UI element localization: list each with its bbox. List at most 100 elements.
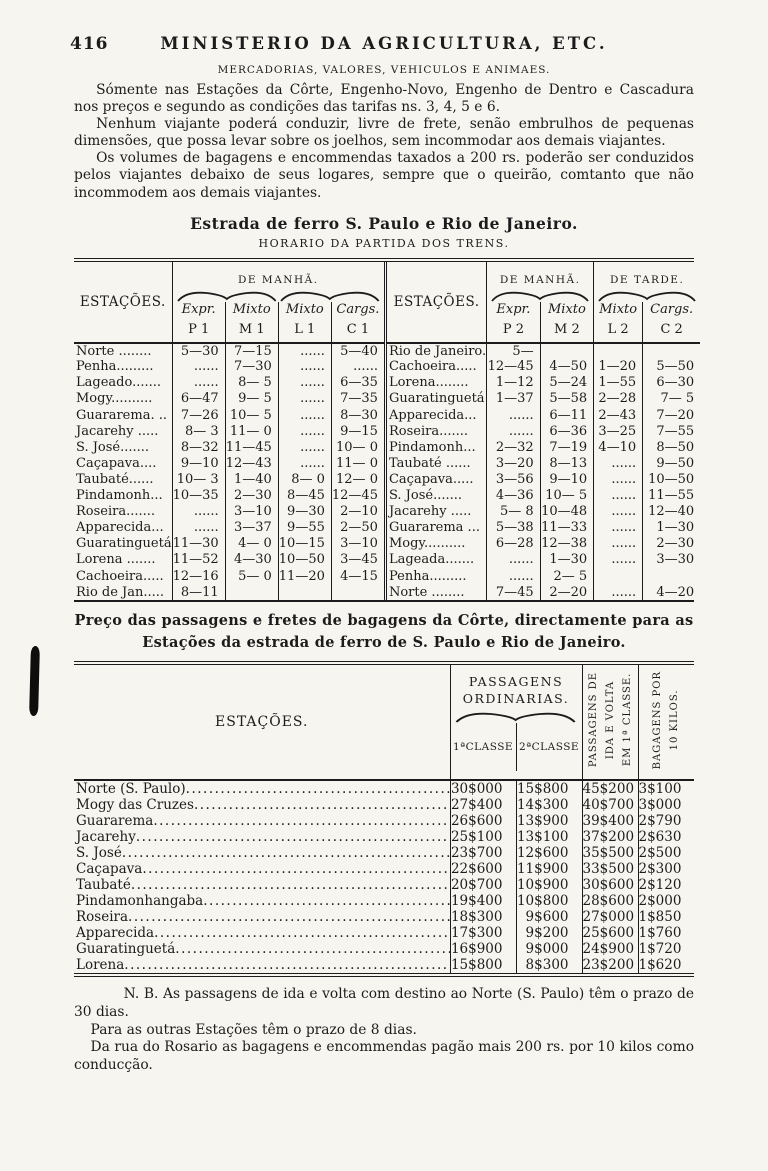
station-cell: Cachoeira..... bbox=[388, 359, 477, 375]
timetable-row: Apparecida... ...... 3—37 9—55 2—50 bbox=[74, 519, 384, 536]
time-cell bbox=[277, 584, 332, 601]
station-cell: Norte (S. Paulo) bbox=[74, 780, 450, 797]
station-cell: Roseira bbox=[74, 909, 450, 925]
time-cell: 5— bbox=[486, 342, 541, 359]
fare-row: Guararema 26$600 13$900 39$400 2$790 bbox=[74, 812, 694, 829]
time-cell: 3—30 bbox=[642, 551, 701, 568]
timetable-row: Lageada....... ...... 1—30 ...... 3—30 bbox=[385, 551, 701, 568]
time-cell: 4—36 bbox=[486, 487, 541, 504]
time-cell: 5— 0 bbox=[224, 567, 279, 585]
ink-blob-artifact bbox=[29, 645, 40, 717]
time-cell: 8— 0 bbox=[277, 471, 332, 488]
timetable-row: Roseira....... ...... 3—10 9—30 2—10 bbox=[74, 503, 384, 520]
dot-leader bbox=[203, 893, 449, 909]
round-trip-fare: 33$500 bbox=[581, 860, 638, 877]
time-cell: ...... bbox=[593, 519, 643, 536]
time-cell bbox=[642, 567, 701, 585]
time-cell: 4—20 bbox=[642, 584, 701, 601]
station-cell: Apparecida bbox=[74, 925, 450, 941]
first-class-header: 1ªCLASSE bbox=[452, 740, 514, 753]
second-class-fare: 9$000 bbox=[515, 940, 582, 957]
time-cell: 3—10 bbox=[330, 535, 384, 552]
second-class-fare: 10$900 bbox=[515, 876, 582, 893]
time-cell: 1—12 bbox=[486, 374, 541, 391]
station-cell: Caçapava.... bbox=[76, 455, 157, 471]
round-trip-fare: 28$600 bbox=[581, 892, 638, 909]
footnotes: N. B. As passagens de ida e volta com de… bbox=[74, 986, 694, 1076]
timetable-row: Norte ........ 5—30 7—15 ...... 5—40 bbox=[74, 342, 384, 359]
time-cell: ...... bbox=[593, 471, 643, 488]
dot-leader bbox=[154, 925, 449, 941]
fare-row: Norte (S. Paulo) 30$000 15$800 45$200 3$… bbox=[74, 779, 694, 797]
second-class-fare: 12$600 bbox=[515, 844, 582, 861]
first-class-fare: 30$000 bbox=[449, 779, 516, 797]
timetable-row: Penha......... ...... 2— 5 bbox=[385, 567, 701, 585]
brace-decoration bbox=[487, 286, 593, 302]
time-cell: 8—30 bbox=[330, 407, 384, 424]
time-cell: 10—50 bbox=[642, 471, 701, 488]
stations-header: ESTAÇÕES. bbox=[385, 261, 487, 344]
station-cell: S. José....... bbox=[388, 488, 463, 504]
second-class-fare: 9$600 bbox=[515, 908, 582, 925]
group-header-afternoon: DE TARDE. bbox=[593, 261, 701, 302]
time-cell: 9—30 bbox=[277, 503, 332, 520]
time-cell: 1—30 bbox=[642, 519, 701, 536]
dot-leader bbox=[153, 813, 449, 829]
fare-table: ESTAÇÕES. PASSAGENS ORDINARIAS. 1ªCLASSE… bbox=[74, 660, 694, 977]
dot-leader bbox=[186, 781, 450, 797]
timetable-right: ESTAÇÕES. DE MANHÃ. DE TARDE. bbox=[383, 261, 701, 601]
ordinary-fares-header: PASSAGENS ORDINARIAS. 1ªCLASSE 2ªCLASSE bbox=[449, 662, 582, 781]
timetable-row: Guararema. .. 7—26 10— 5 ...... 8—30 bbox=[74, 407, 384, 424]
station-cell: Jacarehy bbox=[74, 829, 450, 845]
dot-leader bbox=[124, 957, 449, 973]
timetable-row: Lorena ....... 11—52 4—30 10—50 3—45 bbox=[74, 551, 384, 568]
time-cell: 4—15 bbox=[330, 567, 384, 585]
time-cell: ...... bbox=[593, 455, 643, 472]
baggage-fare: 2$000 bbox=[637, 892, 694, 909]
time-cell: 12—45 bbox=[486, 358, 541, 375]
train-timetable: ESTAÇÕES. DE MANHÃ. Expr. P 1 Mixto M 1 Mi… bbox=[74, 257, 701, 603]
station-cell: Norte ........ bbox=[388, 584, 465, 600]
time-cell: 9—10 bbox=[539, 471, 594, 488]
time-cell: 4—30 bbox=[224, 551, 279, 568]
time-cell: 1—20 bbox=[593, 358, 643, 375]
fare-row: Caçapava 22$600 11$900 33$500 2$300 bbox=[74, 860, 694, 877]
time-cell: 1—30 bbox=[539, 551, 594, 568]
time-cell: 9—55 bbox=[277, 519, 332, 536]
timetable-row: Caçapava.... 9—10 12—43 ...... 11— 0 bbox=[74, 455, 384, 472]
first-class-fare: 22$600 bbox=[449, 860, 516, 877]
time-cell: 11—45 bbox=[224, 439, 279, 456]
col-header-mixto-m1: Mixto M 1 bbox=[224, 301, 279, 344]
time-cell: 9—15 bbox=[330, 423, 384, 440]
dot-leader bbox=[131, 877, 450, 893]
time-cell: 7—20 bbox=[642, 407, 701, 424]
timetable-row: Taubaté...... 10— 3 1—40 8— 0 12— 0 bbox=[74, 471, 384, 488]
baggage-fare: 2$300 bbox=[637, 860, 694, 877]
round-trip-fare: 45$200 bbox=[581, 779, 638, 797]
station-cell: Apparecida... bbox=[76, 520, 164, 536]
time-cell: 6—30 bbox=[642, 374, 701, 391]
time-cell: 8—50 bbox=[642, 439, 701, 456]
second-class-fare: 10$800 bbox=[515, 892, 582, 909]
second-class-fare: 9$200 bbox=[515, 924, 582, 941]
timetable-row: Norte ........ 7—45 2—20 ...... 4—20 bbox=[385, 584, 701, 601]
time-cell: 6—28 bbox=[486, 535, 541, 552]
time-cell: ...... bbox=[593, 487, 643, 504]
fare-row: Guaratinguetá 16$900 9$000 24$900 1$720 bbox=[74, 940, 694, 957]
time-cell: 2—43 bbox=[593, 407, 643, 424]
page-subtitle: MERCADORIAS, VALORES, VEHICULOS E ANIMAE… bbox=[217, 64, 551, 76]
time-cell: 10— 5 bbox=[224, 407, 279, 424]
time-cell: 10— 0 bbox=[330, 439, 384, 456]
station-cell: Lageada....... bbox=[388, 552, 475, 568]
paragraph-1: Sómente nas Estações da Côrte, Engenho-N… bbox=[74, 82, 694, 116]
timetable-row: Lorena........ 1—12 5—24 1—55 6—30 bbox=[385, 374, 701, 391]
station-cell: Guaratinguetá bbox=[388, 391, 485, 407]
station-cell: Guararema bbox=[74, 813, 450, 829]
time-cell: 7—45 bbox=[486, 584, 541, 601]
time-cell: 2—10 bbox=[330, 503, 384, 520]
station-cell: Mogy.......... bbox=[76, 391, 153, 407]
brace-decoration bbox=[594, 286, 700, 302]
time-cell: 7—35 bbox=[330, 390, 384, 408]
baggage-fare: 2$120 bbox=[637, 876, 694, 893]
